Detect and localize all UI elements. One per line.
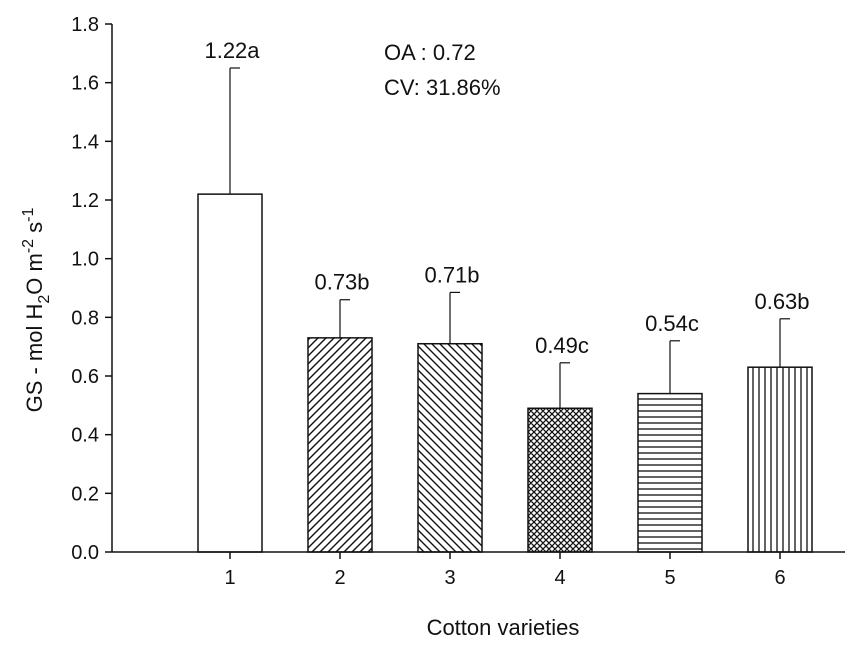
y-tick-label: 1.6 [71, 73, 99, 95]
y-tick-label: 1.8 [71, 14, 99, 36]
x-tick-label: 1 [224, 567, 235, 589]
y-tick-label: 0.2 [71, 483, 99, 505]
bar-labels: 1.22a 0.73b 0.71b 0.49c 0.54c 0.63b [204, 38, 809, 358]
bar-6 [747, 366, 813, 553]
bars [197, 193, 813, 553]
bar-5 [637, 392, 703, 553]
bar-3 [417, 342, 483, 553]
x-tick-label: 5 [664, 567, 675, 589]
y-label-mid: O m [22, 253, 47, 295]
x-tick-label: 3 [444, 567, 455, 589]
bar-1 [197, 193, 263, 553]
y-label-mid2: s [22, 222, 47, 239]
y-tick-label: 1.4 [71, 131, 99, 153]
bar-value-label: 0.71b [424, 262, 479, 287]
y-tick-label: 0.4 [71, 425, 99, 447]
y-tick-label: 0.8 [71, 307, 99, 329]
bar-value-label: 0.73b [314, 270, 369, 295]
x-tick-label: 4 [554, 567, 565, 589]
x-axis-label: Cotton varieties [427, 615, 580, 640]
y-ticks: 0.0 0.2 0.4 0.6 0.8 1.0 1.2 1.4 1.6 1.8 [71, 14, 112, 564]
y-tick-label: 1.0 [71, 249, 99, 271]
x-tick-label: 6 [774, 567, 785, 589]
y-axis-label: GS - mol H2O m-2 s-1 [20, 207, 53, 412]
y-label-sup2: -1 [20, 207, 37, 221]
y-label-sub: 2 [36, 295, 53, 304]
y-tick-label: 0.6 [71, 366, 99, 388]
bar-value-label: 0.54c [645, 311, 699, 336]
x-tick-label: 2 [334, 567, 345, 589]
error-bars [229, 67, 790, 409]
bar-value-label: 1.22a [204, 38, 260, 63]
y-tick-label: 1.2 [71, 190, 99, 212]
bar-2 [307, 337, 373, 553]
y-tick-label: 0.0 [71, 542, 99, 564]
bar-4 [527, 407, 593, 553]
annotation-cv: CV: 31.86% [384, 75, 501, 100]
bar-value-label: 0.63b [754, 289, 809, 314]
bar-value-label: 0.49c [535, 333, 589, 358]
y-label-sup1: -2 [20, 239, 37, 253]
x-ticks: 1 2 3 4 5 6 [224, 552, 786, 589]
y-label-prefix: GS - mol H [22, 304, 47, 413]
annotation-oa: OA : 0.72 [384, 40, 476, 65]
